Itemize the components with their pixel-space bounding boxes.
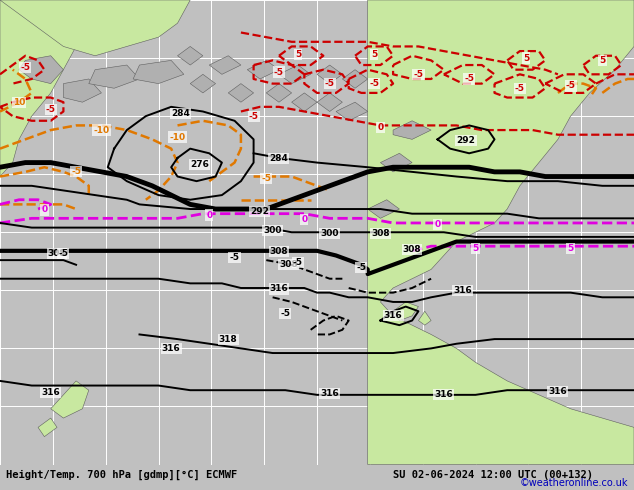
Polygon shape (0, 0, 190, 56)
Text: 316: 316 (162, 344, 181, 353)
Text: 5: 5 (295, 50, 301, 59)
Text: -5: -5 (46, 105, 56, 114)
Text: 10: 10 (13, 98, 25, 107)
Text: -5: -5 (325, 79, 335, 88)
Polygon shape (209, 56, 241, 74)
Text: -5: -5 (261, 174, 271, 183)
Polygon shape (247, 60, 279, 79)
Text: 318: 318 (219, 335, 238, 343)
Text: 5: 5 (371, 50, 377, 59)
Text: 316: 316 (434, 391, 453, 399)
Text: 5: 5 (599, 56, 605, 65)
Text: -5: -5 (566, 81, 576, 91)
Polygon shape (380, 153, 412, 172)
Text: 0: 0 (41, 205, 48, 215)
Text: 300: 300 (263, 226, 282, 235)
Text: 292: 292 (456, 136, 476, 145)
Text: 316: 316 (320, 390, 339, 398)
Text: 0: 0 (377, 123, 384, 132)
Text: 308: 308 (48, 248, 67, 258)
Text: 308: 308 (403, 245, 422, 254)
Text: 300: 300 (320, 229, 339, 238)
Polygon shape (228, 84, 254, 102)
Text: 308: 308 (269, 247, 288, 256)
Text: 316: 316 (41, 388, 60, 397)
Text: Height/Temp. 700 hPa [gdmp][°C] ECMWF: Height/Temp. 700 hPa [gdmp][°C] ECMWF (6, 469, 238, 480)
Text: 5: 5 (472, 244, 479, 253)
Polygon shape (342, 70, 368, 88)
Text: 5: 5 (567, 244, 574, 253)
Polygon shape (63, 79, 101, 102)
Text: 316: 316 (269, 284, 288, 294)
Text: 0: 0 (434, 220, 441, 229)
Text: 276: 276 (190, 160, 209, 170)
Polygon shape (393, 121, 431, 139)
Text: -5: -5 (356, 263, 366, 272)
Text: -5: -5 (58, 248, 68, 258)
Polygon shape (336, 102, 368, 121)
Text: 0: 0 (206, 211, 212, 220)
Text: SU 02-06-2024 12:00 UTC (00+132): SU 02-06-2024 12:00 UTC (00+132) (393, 470, 593, 480)
Text: 316: 316 (384, 311, 403, 320)
Text: -5: -5 (274, 68, 284, 76)
Polygon shape (51, 381, 89, 418)
Text: 308: 308 (279, 260, 298, 270)
Polygon shape (292, 93, 317, 112)
Polygon shape (317, 65, 342, 84)
Text: 5: 5 (523, 53, 529, 63)
Text: -5: -5 (293, 258, 303, 267)
Text: 316: 316 (453, 286, 472, 295)
Polygon shape (368, 200, 399, 219)
Polygon shape (190, 74, 216, 93)
Text: -5: -5 (280, 309, 290, 318)
Polygon shape (38, 418, 57, 437)
Text: 284: 284 (171, 109, 190, 118)
Polygon shape (0, 0, 76, 176)
Text: -5: -5 (515, 84, 525, 93)
Polygon shape (368, 0, 634, 465)
Text: 0: 0 (301, 215, 307, 224)
Text: -5: -5 (413, 70, 424, 79)
Text: ©weatheronline.co.uk: ©weatheronline.co.uk (519, 478, 628, 488)
Text: 316: 316 (548, 387, 567, 395)
Text: -10: -10 (169, 132, 186, 142)
Text: -10: -10 (93, 125, 110, 135)
Text: -5: -5 (249, 112, 259, 121)
Text: -5: -5 (464, 74, 474, 83)
Polygon shape (19, 56, 63, 84)
Text: -5: -5 (20, 63, 30, 72)
Polygon shape (317, 93, 342, 112)
Polygon shape (133, 60, 184, 84)
Polygon shape (89, 65, 139, 88)
Polygon shape (279, 65, 311, 84)
Text: -5: -5 (230, 253, 240, 262)
Polygon shape (418, 311, 431, 325)
Polygon shape (178, 47, 203, 65)
Polygon shape (266, 84, 292, 102)
Text: 308: 308 (371, 229, 390, 238)
Text: 292: 292 (250, 207, 269, 216)
Text: 284: 284 (269, 154, 288, 163)
Polygon shape (393, 302, 418, 320)
Text: -5: -5 (369, 79, 379, 88)
Text: -5: -5 (71, 168, 81, 176)
